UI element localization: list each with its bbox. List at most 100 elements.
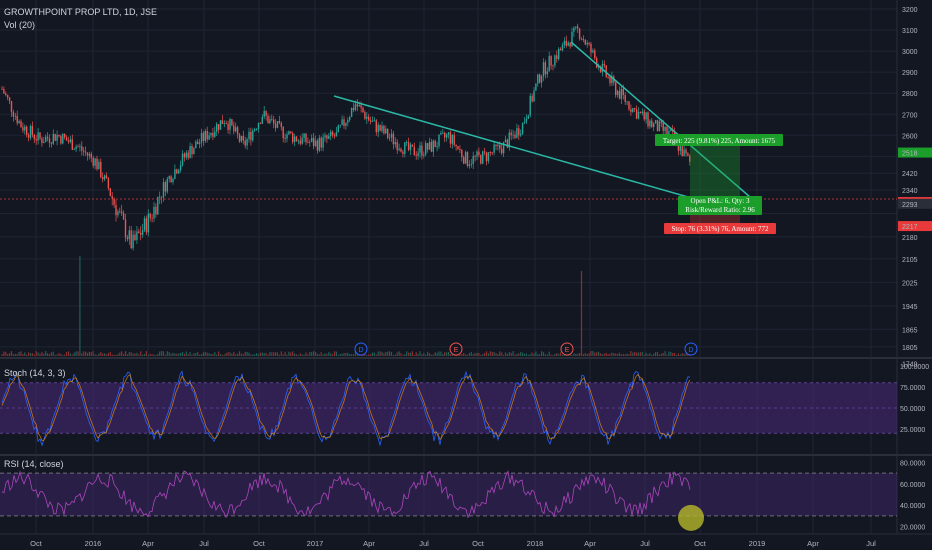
- volume-bar: [332, 354, 334, 356]
- candle-body: [331, 131, 334, 136]
- volume-bar: [552, 354, 554, 356]
- volume-bar: [541, 351, 543, 356]
- candle-body: [122, 213, 125, 220]
- volume-bar: [628, 354, 630, 356]
- candle-body: [419, 145, 421, 153]
- volume-bar: [497, 354, 499, 356]
- candle-body: [482, 151, 484, 164]
- candle-body: [383, 125, 385, 134]
- volume-bar: [491, 351, 493, 356]
- volume-bar: [299, 353, 301, 356]
- candle-body: [314, 140, 317, 147]
- volume-bar: [142, 354, 144, 356]
- volume-bar: [86, 352, 89, 356]
- event-marker-label: E: [565, 347, 570, 354]
- volume-bar: [50, 352, 52, 356]
- candle-body: [24, 126, 26, 131]
- symbol-title[interactable]: GROWTHPOINT PROP LTD, 1D, JSE: [4, 7, 158, 17]
- candle-body: [261, 116, 263, 124]
- candle-body: [311, 137, 313, 142]
- volume-bar: [377, 351, 379, 356]
- volume-bar: [20, 351, 22, 356]
- volume-bar: [556, 353, 558, 356]
- volume-bar: [77, 351, 79, 356]
- trade-label-box: [664, 223, 776, 234]
- volume-bar: [484, 352, 486, 356]
- volume-bar: [313, 351, 315, 356]
- volume-indicator-label[interactable]: Vol (20): [4, 20, 36, 30]
- volume-bar: [411, 351, 413, 356]
- candle-body: [246, 139, 248, 146]
- volume-bar: [200, 354, 203, 356]
- volume-bar: [31, 353, 33, 356]
- volume-bar: [216, 354, 218, 356]
- volume-bar: [193, 353, 195, 356]
- volume-bar: [138, 354, 140, 356]
- rsi-indicator-label[interactable]: RSI (14, close): [4, 459, 64, 469]
- candle-body: [375, 120, 377, 133]
- volume-bar: [140, 351, 142, 356]
- candle-body: [601, 63, 604, 73]
- volume-bar: [501, 352, 503, 356]
- volume-bar: [624, 354, 626, 356]
- candle-body: [219, 120, 222, 130]
- volume-bar: [599, 353, 602, 356]
- candle-body: [501, 148, 503, 154]
- candle-body: [238, 134, 241, 142]
- candle-body: [330, 131, 332, 136]
- candle-body: [250, 131, 252, 141]
- volume-bar: [322, 354, 324, 356]
- candle-body: [558, 48, 560, 59]
- volume-bar: [637, 352, 640, 356]
- candle-body: [571, 31, 573, 47]
- candle-body: [179, 164, 182, 171]
- volume-bar: [225, 353, 227, 356]
- volume-bar: [257, 354, 260, 356]
- x-tick-label: Jul: [199, 539, 209, 548]
- candle-body: [489, 152, 491, 153]
- volume-bar: [71, 354, 73, 356]
- volume-bar: [157, 353, 159, 356]
- volume-bar: [48, 353, 51, 356]
- volume-bar: [45, 351, 47, 356]
- trade-position[interactable]: Target: 225 (9.81%) 225, Amount: 1675 Ope…: [0, 134, 897, 234]
- candle-body: [369, 120, 372, 122]
- candle-body: [447, 132, 450, 135]
- price-tag-text: 2217: [902, 224, 918, 231]
- candle-body: [385, 128, 387, 134]
- candle-body: [185, 152, 187, 158]
- volume-bar: [643, 354, 645, 356]
- volume-bar: [408, 352, 410, 356]
- volume-bar: [286, 354, 288, 356]
- price-tick-label: 2025: [902, 280, 918, 287]
- candlesticks: [1, 23, 691, 251]
- volume-bar: [656, 351, 659, 356]
- candle-body: [136, 231, 138, 241]
- volume-bar: [485, 351, 488, 356]
- candle-body: [77, 146, 79, 148]
- candle-body: [472, 156, 474, 164]
- candle-body: [155, 206, 157, 215]
- candle-body: [444, 132, 446, 138]
- candle-body: [537, 74, 539, 84]
- candle-body: [316, 140, 319, 151]
- volume-bar: [428, 353, 431, 356]
- volume-bar: [461, 353, 463, 356]
- candle-body: [117, 211, 119, 216]
- volume-bar: [231, 353, 233, 356]
- candle-body: [124, 219, 127, 238]
- candle-body: [565, 40, 567, 46]
- volume-bar: [645, 352, 647, 356]
- candle-body: [255, 129, 258, 130]
- candle-body: [578, 28, 581, 39]
- volume-bar: [113, 354, 115, 356]
- volume-bar: [174, 353, 176, 356]
- volume-bar: [132, 353, 134, 356]
- stoch-indicator-label[interactable]: Stoch (14, 3, 3): [4, 368, 66, 378]
- candle-body: [381, 125, 383, 131]
- candle-body: [352, 108, 355, 110]
- volume-bar: [447, 351, 450, 356]
- candle-body: [662, 122, 664, 131]
